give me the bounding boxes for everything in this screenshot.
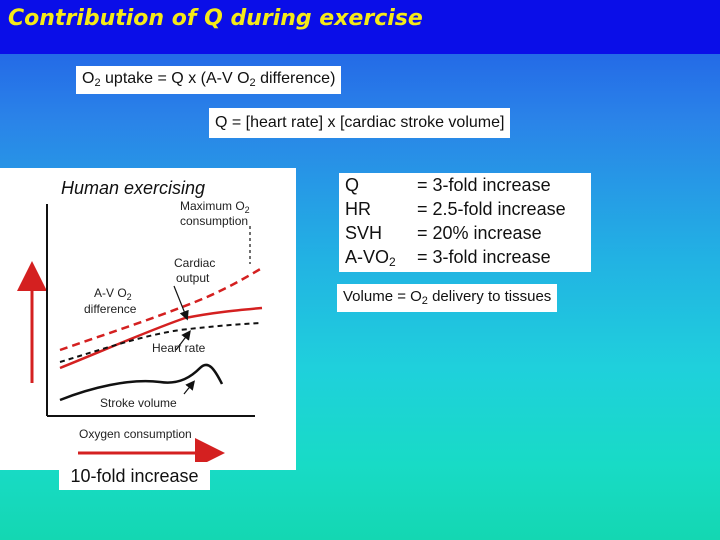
fold-increase-label: 10-fold increase: [59, 462, 210, 490]
label-cardiac: Cardiac: [174, 256, 215, 270]
exercise-figure: Human exercising Maximum O2 consumption …: [0, 168, 296, 470]
stat-value: = 3-fold increase: [417, 175, 551, 195]
subscript: 2: [94, 77, 101, 89]
stat-row-q: Q = 3-fold increase: [339, 173, 591, 197]
note-text: Volume = O: [343, 288, 422, 305]
exercise-chart: Human exercising Maximum O2 consumption …: [17, 178, 263, 468]
volume-note: Volume = O2 delivery to tissues: [337, 284, 558, 312]
cardiac-output-curve: [59, 266, 263, 352]
cardiac-output-formula: Q = [heart rate] x [cardiac stroke volum…: [209, 108, 511, 138]
label-stroke-volume: Stroke volume: [100, 396, 177, 410]
label-cardiac-line2: output: [176, 271, 210, 285]
label-max-o2: Maximum O2: [180, 199, 250, 215]
stat-key-text: A-VO: [345, 247, 390, 267]
stat-row-avo2: A-VO2 = 3-fold increase: [339, 245, 591, 269]
subscript: 2: [249, 77, 256, 89]
label-heart-rate: Heart rate: [152, 341, 206, 355]
stat-row-hr: HR = 2.5-fold increase: [339, 197, 591, 221]
stat-value: = 2.5-fold increase: [417, 199, 566, 219]
stat-row-svh: SVH = 20% increase: [339, 221, 591, 245]
av-o2-difference-curve: [59, 306, 263, 370]
heart-rate-curve: [59, 322, 263, 363]
slide-title: Contribution of Q during exercise: [8, 6, 423, 31]
o2-uptake-formula: O2 uptake = Q x (A-V O2 difference): [76, 66, 342, 94]
stat-key: Q: [345, 175, 360, 195]
stat-key: SVH: [345, 223, 383, 243]
formula-text: O: [82, 70, 95, 87]
stat-value: = 3-fold increase: [417, 247, 551, 267]
cardiac-pointer: [173, 285, 189, 321]
stat-value: = 20% increase: [417, 223, 542, 243]
stroke-volume-pointer: [183, 380, 195, 395]
increase-stats: Q = 3-fold increase HR = 2.5-fold increa…: [339, 173, 591, 272]
title-bar: Contribution of Q during exercise: [0, 0, 720, 54]
subscript: 2: [389, 255, 396, 269]
stat-key: A-VO2: [345, 245, 396, 269]
subscript: 2: [421, 295, 428, 307]
label-av-o2-line2: difference: [84, 302, 137, 316]
formula-text: uptake = Q x (A-V O: [100, 70, 250, 87]
formula-text: difference): [255, 70, 336, 87]
label-x-axis: Oxygen consumption: [79, 427, 192, 441]
label-av-o2: A-V O2: [94, 286, 132, 302]
label-max-o2-line2: consumption: [180, 214, 248, 228]
stat-key: HR: [345, 199, 371, 219]
heart-rate-pointer: [175, 330, 191, 351]
stroke-volume-curve: [59, 363, 224, 402]
figure-caption: Human exercising: [61, 178, 205, 198]
note-text: delivery to tissues: [427, 288, 552, 305]
